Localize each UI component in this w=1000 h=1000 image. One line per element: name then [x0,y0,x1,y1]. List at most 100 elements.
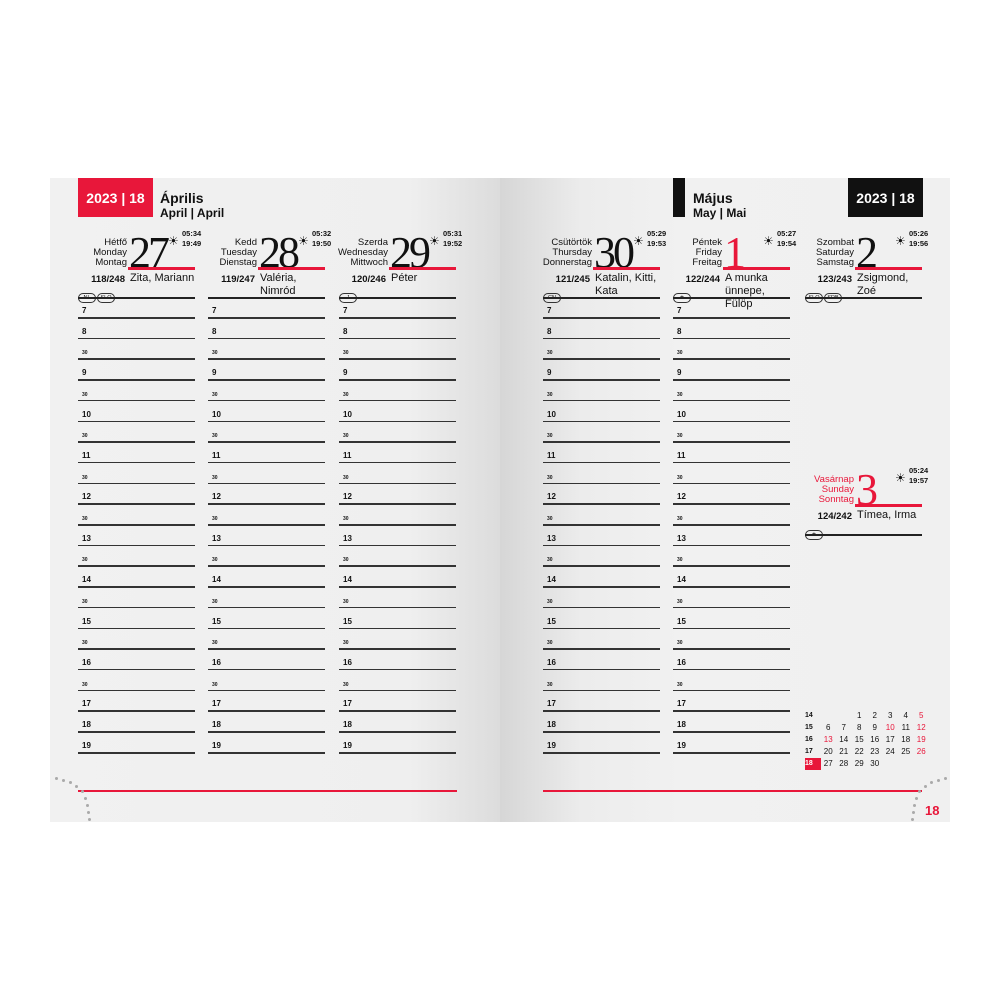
hour-line[interactable] [543,399,660,402]
hour-line[interactable] [543,752,660,754]
hour-line[interactable] [543,317,660,319]
hour-line[interactable] [339,606,456,609]
hour-line[interactable] [78,524,195,526]
hour-line[interactable] [339,461,456,464]
hour-line[interactable] [543,586,660,588]
hour-line[interactable] [78,689,195,692]
hour-line[interactable] [673,461,790,464]
hour-line[interactable] [673,710,790,712]
hour-line[interactable] [339,586,456,588]
hour-line[interactable] [339,337,456,340]
hour-line[interactable] [673,399,790,402]
hour-line[interactable] [339,420,456,422]
hour-line[interactable] [208,668,325,671]
hour-line[interactable] [339,627,456,629]
hour-line[interactable] [543,668,660,671]
hour-line[interactable] [673,565,790,567]
hour-line[interactable] [78,606,195,609]
hour-line[interactable] [673,420,790,422]
hour-line[interactable] [78,627,195,629]
hour-line[interactable] [208,337,325,340]
hour-line[interactable] [339,689,456,692]
hour-line[interactable] [208,317,325,319]
hour-line[interactable] [543,544,660,547]
hour-line[interactable] [78,544,195,547]
hour-line[interactable] [673,606,790,609]
hour-line[interactable] [78,441,195,443]
hour-line[interactable] [208,379,325,381]
hour-line[interactable] [339,399,456,402]
hour-line[interactable] [543,648,660,650]
hour-line[interactable] [339,710,456,712]
hour-line[interactable] [208,461,325,464]
hour-line[interactable] [78,482,195,485]
hour-line[interactable] [208,689,325,692]
hour-line[interactable] [78,503,195,505]
hour-line[interactable] [543,441,660,443]
hour-line[interactable] [543,524,660,526]
hour-line[interactable] [78,337,195,340]
hour-line[interactable] [208,627,325,629]
hour-line[interactable] [78,461,195,464]
hour-line[interactable] [208,399,325,402]
hour-line[interactable] [673,503,790,505]
hour-line[interactable] [208,524,325,526]
hour-line[interactable] [339,565,456,567]
hour-line[interactable] [208,482,325,485]
hour-line[interactable] [339,441,456,443]
hour-line[interactable] [673,752,790,754]
hour-line[interactable] [78,358,195,360]
hour-line[interactable] [673,337,790,340]
hour-line[interactable] [339,503,456,505]
hour-line[interactable] [339,648,456,650]
hour-line[interactable] [339,358,456,360]
hour-line[interactable] [208,420,325,422]
hour-line[interactable] [339,317,456,319]
hour-line[interactable] [543,731,660,733]
hour-line[interactable] [543,565,660,567]
hour-line[interactable] [543,461,660,464]
hour-line[interactable] [673,648,790,650]
hour-line[interactable] [78,565,195,567]
hour-line[interactable] [673,731,790,733]
hour-line[interactable] [339,482,456,485]
hour-line[interactable] [208,752,325,754]
hour-line[interactable] [208,731,325,733]
hour-line[interactable] [208,586,325,588]
hour-line[interactable] [543,606,660,609]
hour-line[interactable] [339,752,456,754]
hour-line[interactable] [543,337,660,340]
hour-line[interactable] [673,689,790,692]
hour-line[interactable] [673,586,790,588]
hour-line[interactable] [78,586,195,588]
hour-line[interactable] [208,544,325,547]
hour-line[interactable] [543,379,660,381]
hour-line[interactable] [78,668,195,671]
hour-line[interactable] [673,441,790,443]
hour-line[interactable] [78,399,195,402]
hour-line[interactable] [78,710,195,712]
hour-line[interactable] [78,648,195,650]
hour-line[interactable] [543,627,660,629]
hour-line[interactable] [543,689,660,692]
hour-line[interactable] [339,544,456,547]
hour-line[interactable] [673,544,790,547]
hour-line[interactable] [208,503,325,505]
hour-line[interactable] [543,358,660,360]
hour-line[interactable] [673,379,790,381]
hour-line[interactable] [543,482,660,485]
hour-line[interactable] [339,379,456,381]
hour-line[interactable] [208,606,325,609]
hour-line[interactable] [208,358,325,360]
hour-line[interactable] [673,627,790,629]
hour-line[interactable] [208,710,325,712]
hour-line[interactable] [673,668,790,671]
hour-line[interactable] [78,317,195,319]
hour-line[interactable] [208,648,325,650]
hour-line[interactable] [208,565,325,567]
hour-line[interactable] [78,752,195,754]
hour-line[interactable] [78,379,195,381]
hour-line[interactable] [543,420,660,422]
hour-line[interactable] [543,503,660,505]
hour-line[interactable] [543,710,660,712]
